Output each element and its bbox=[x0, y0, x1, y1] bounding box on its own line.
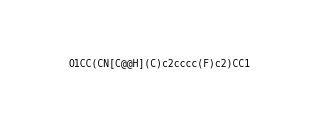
Text: O1CC(CN[C@@H](C)c2cccc(F)c2)CC1: O1CC(CN[C@@H](C)c2cccc(F)c2)CC1 bbox=[69, 58, 251, 68]
